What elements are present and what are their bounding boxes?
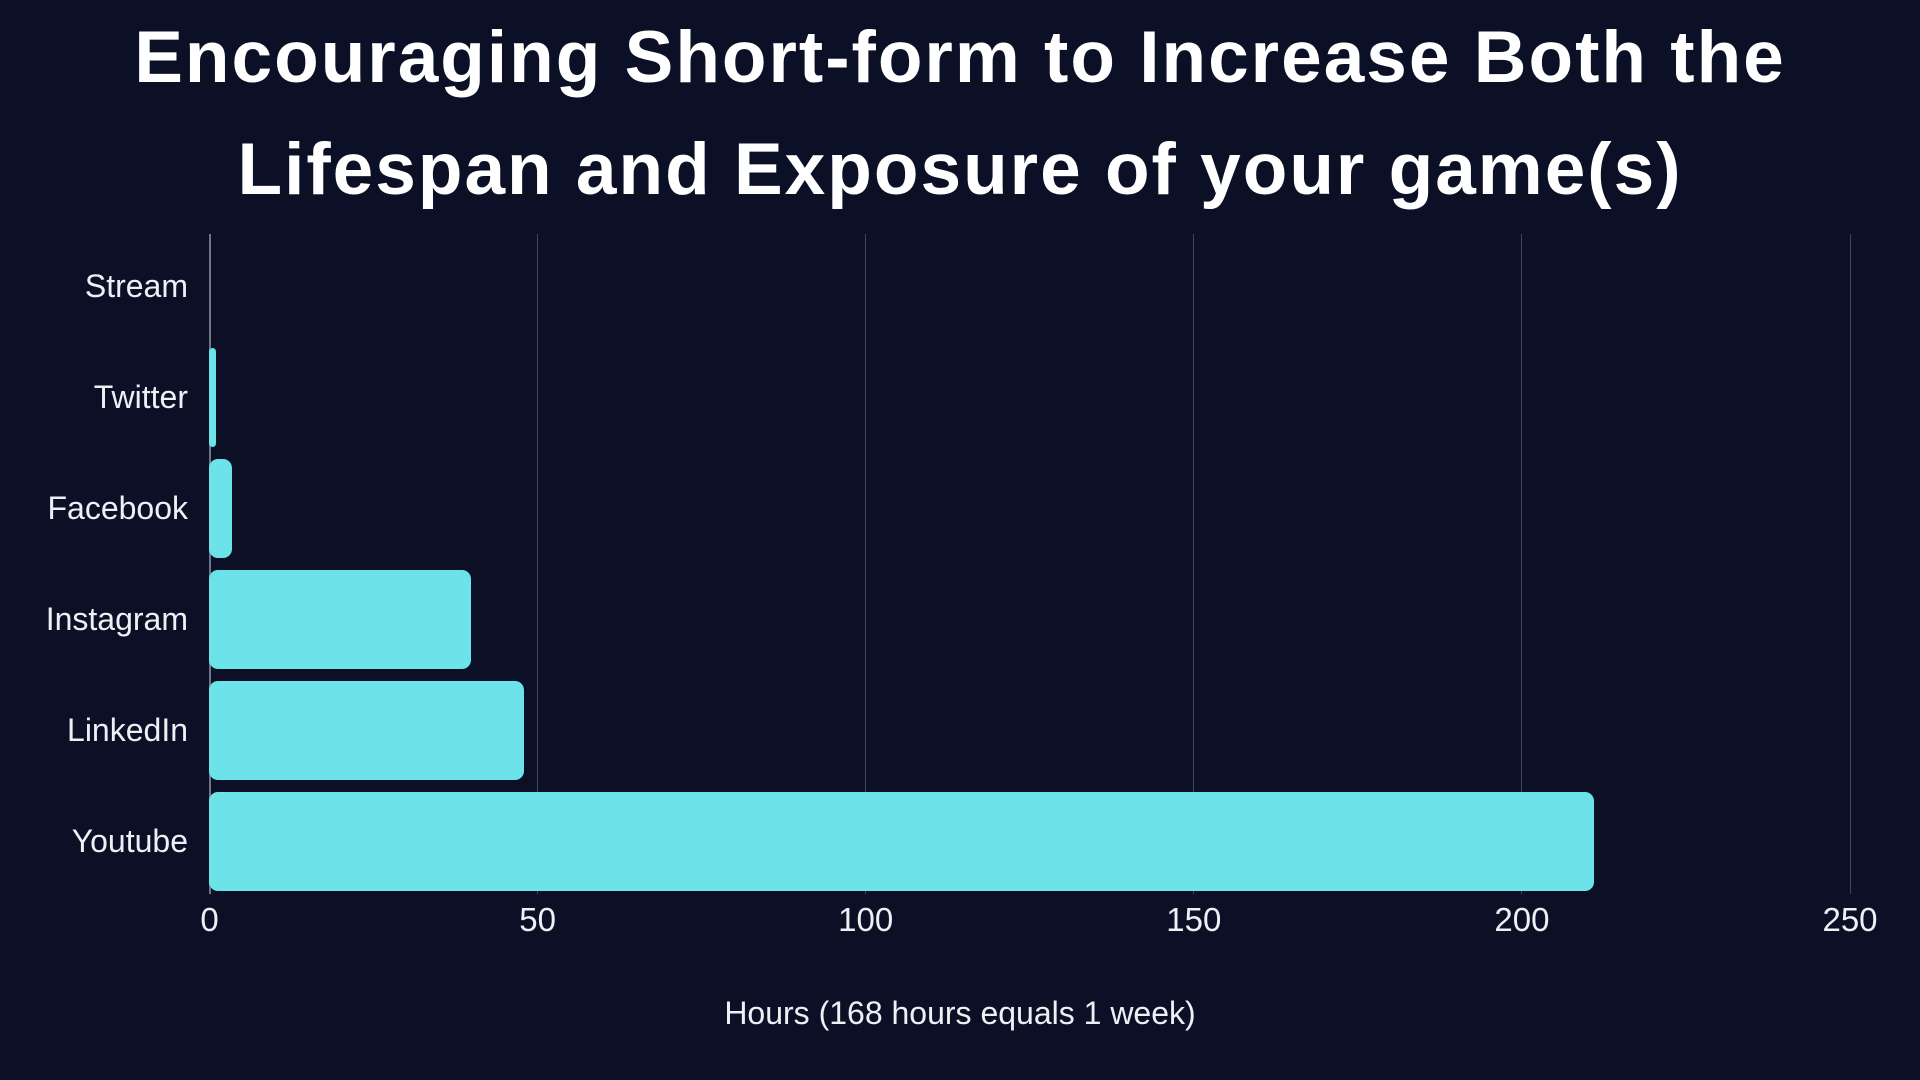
gridline-150 <box>1193 234 1195 894</box>
gridline-250 <box>1849 234 1851 894</box>
chart-title: Encouraging Short-form to Increase Both … <box>0 2 1920 226</box>
bar-linkedin <box>209 681 524 780</box>
gridline-200 <box>1521 234 1523 894</box>
x-tick-label-250: 250 <box>1822 901 1878 938</box>
category-label-instagram: Instagram <box>45 601 188 637</box>
gridline-50 <box>537 234 539 894</box>
x-tick-label-50: 50 <box>519 901 556 938</box>
bar-facebook <box>209 459 232 558</box>
gridline-100 <box>865 234 867 894</box>
chart-title-line-1: Encouraging Short-form to Increase Both … <box>134 17 1786 98</box>
y-axis-labels: Stream Twitter Facebook Instagram LinkedIn Yo… <box>0 231 188 897</box>
y-axis-spine <box>209 234 211 894</box>
bar-twitter <box>209 348 216 447</box>
category-label-linkedin: LinkedIn <box>67 712 188 748</box>
bar-youtube <box>209 792 1594 891</box>
x-tick-label-200: 200 <box>1494 901 1550 938</box>
category-label-facebook: Facebook <box>47 490 188 526</box>
x-tick-label-150: 150 <box>1166 901 1222 938</box>
x-axis-ticks: 0 50 100 150 200 250 <box>0 896 1920 944</box>
category-label-youtube: Youtube <box>71 823 188 859</box>
bar-instagram <box>209 570 472 669</box>
x-tick-label-100: 100 <box>838 901 894 938</box>
plot-area <box>209 231 1889 897</box>
chart-title-line-2: Lifespan and Exposure of your game(s) <box>237 129 1683 210</box>
category-label-twitter: Twitter <box>93 379 188 415</box>
x-axis-title: Hours (168 hours equals 1 week) <box>724 995 1196 1031</box>
category-label-stream: Stream <box>84 268 188 304</box>
x-tick-label-0: 0 <box>200 901 219 938</box>
